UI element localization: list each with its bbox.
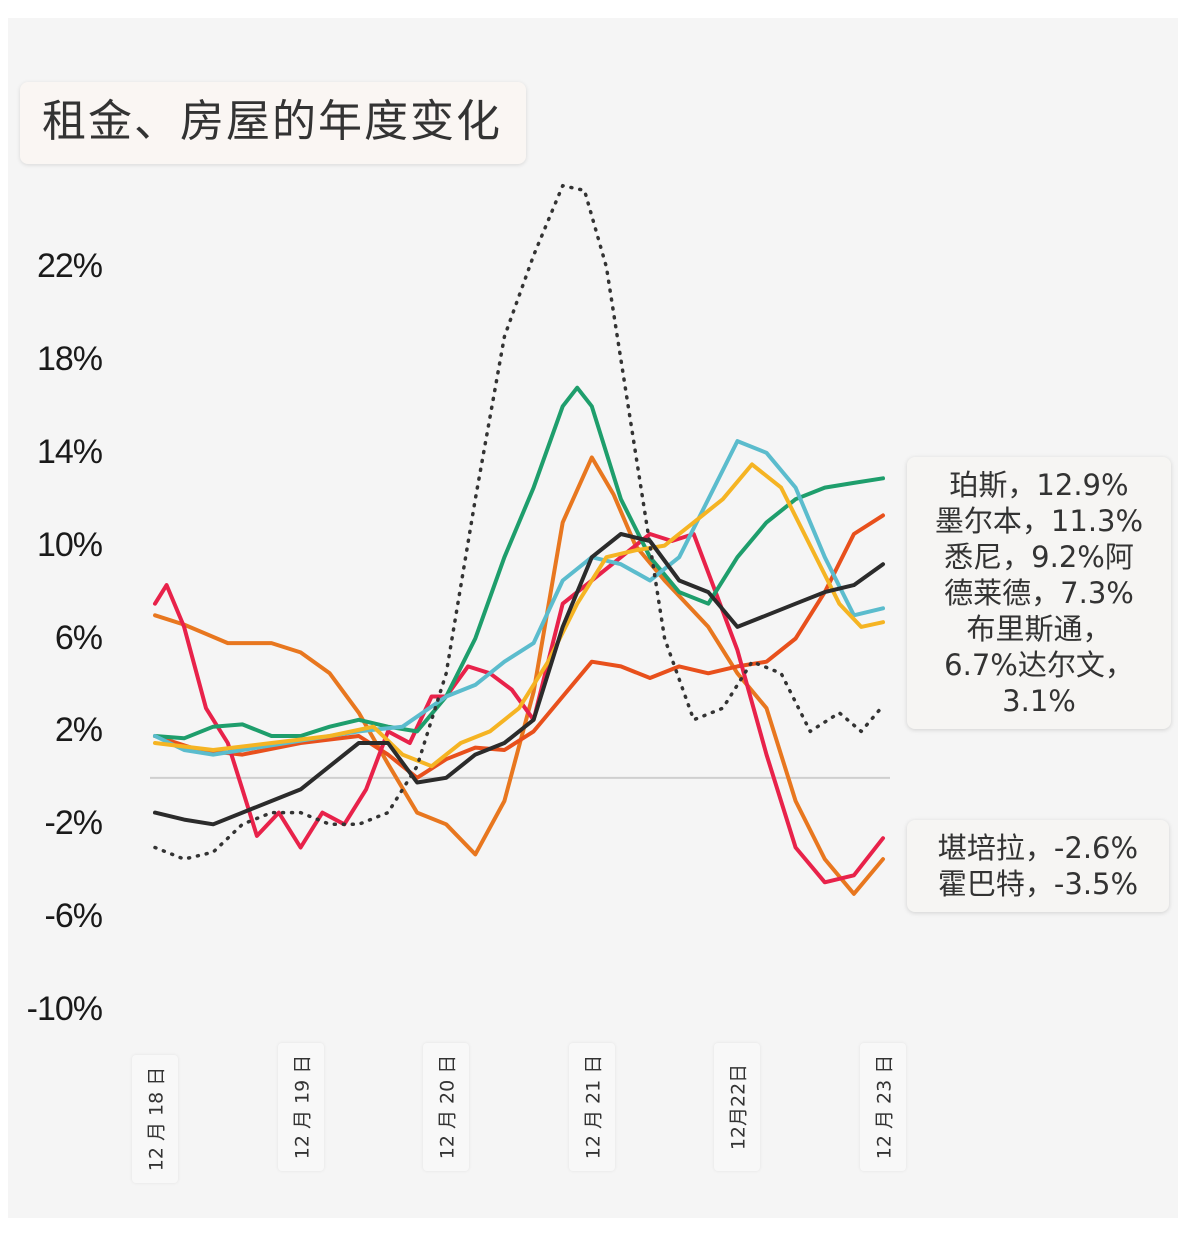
- callout-line: 悉尼，9.2%阿: [944, 540, 1134, 574]
- chart-title: 租金、房屋的年度变化: [20, 82, 526, 164]
- series-line-0: [153, 455, 885, 896]
- callout-line: 布里斯通，: [966, 612, 1112, 646]
- y-tick-label: 22%: [36, 247, 103, 285]
- x-tick-label: 12 月 20 日: [423, 1043, 470, 1171]
- callout-line: 德莱德，7.3%: [944, 576, 1134, 610]
- x-tick-label: 12月22日: [714, 1043, 761, 1171]
- x-tick-label: 12 月 18 日: [132, 1055, 178, 1183]
- y-tick-label: -2%: [44, 804, 103, 843]
- callout-line: 3.1%: [1002, 684, 1076, 718]
- series-line-6: [153, 532, 885, 827]
- series-line-1: [153, 513, 885, 780]
- y-tick-label: 10%: [36, 525, 103, 564]
- x-tick-label: 12 月 23 日: [860, 1043, 906, 1171]
- callout-line: 堪培拉，-2.6%: [937, 831, 1139, 865]
- series-line-2: [153, 532, 885, 885]
- y-tick-label: 18%: [36, 339, 103, 378]
- series-line-7: [153, 183, 885, 861]
- callout-high-cities: 珀斯，12.9% 墨尔本，11.3% 悉尼，9.2%阿 德莱德，7.3% 布里斯…: [907, 457, 1171, 729]
- callout-line: 墨尔本，11.3%: [934, 504, 1144, 538]
- y-tick-label: 6%: [54, 618, 103, 657]
- y-tick-label: 14%: [36, 432, 103, 471]
- series-line-5: [153, 462, 885, 769]
- x-tick-label: 12 月 19 日: [277, 1043, 324, 1171]
- callout-line: 珀斯，12.9%: [949, 468, 1129, 502]
- y-tick-label: -6%: [44, 897, 103, 936]
- callout-line: 6.7%达尔文，: [944, 648, 1134, 682]
- series-line-3: [153, 385, 885, 741]
- callout-line: 霍巴特，-3.5%: [937, 867, 1139, 901]
- series-layer: [153, 183, 885, 896]
- x-tick-label: 12 月 21 日: [568, 1043, 615, 1171]
- y-tick-label: -10%: [26, 990, 103, 1028]
- y-tick-label: 2%: [54, 711, 103, 750]
- callout-low-cities: 堪培拉，-2.6% 霍巴特，-3.5%: [907, 820, 1169, 912]
